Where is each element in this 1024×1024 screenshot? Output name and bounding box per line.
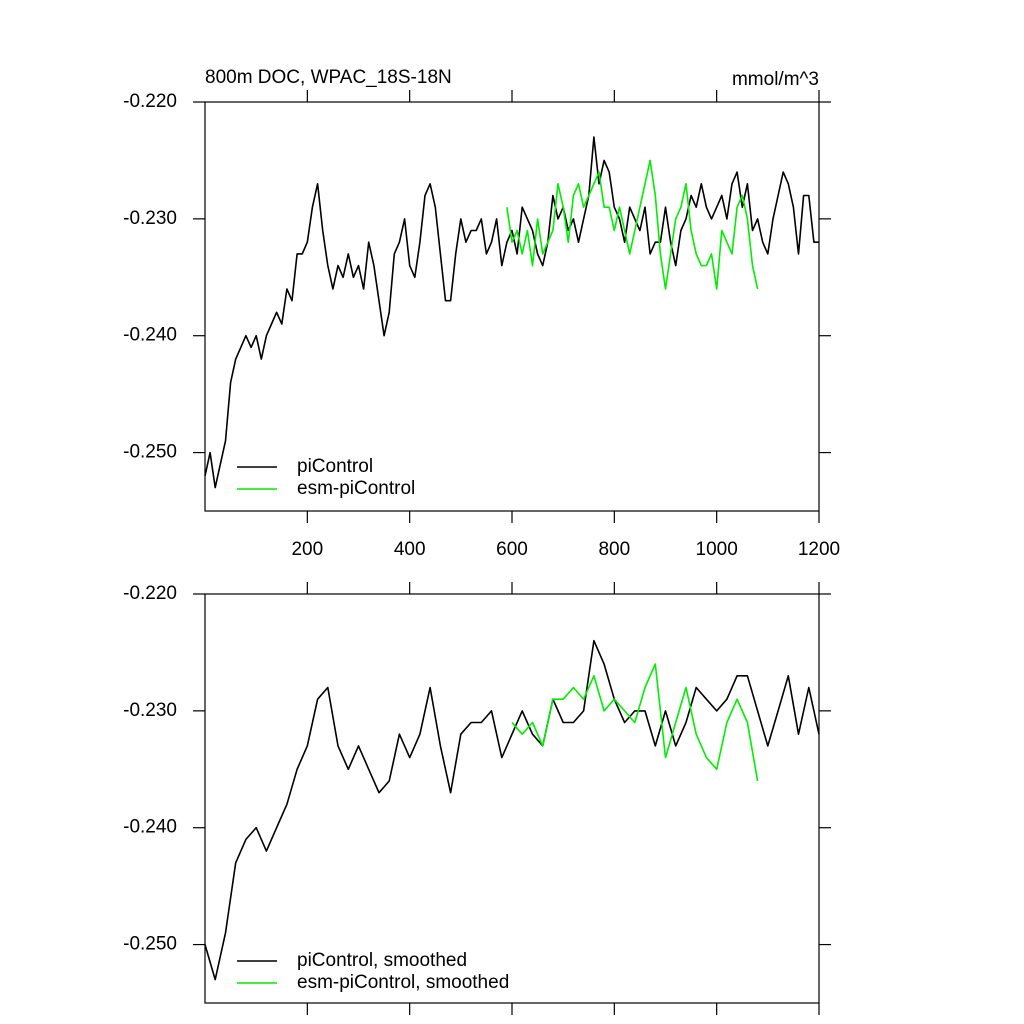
series-line [506, 159, 759, 290]
y-tick-label: -0.230 [123, 208, 177, 229]
legend-label: esm-piControl, smoothed [297, 972, 509, 993]
x-tick-label: 400 [394, 539, 426, 560]
plot-frame [204, 101, 820, 512]
y-tick-label: -0.220 [123, 91, 177, 112]
series-line [204, 136, 819, 489]
y-tick-label: -0.250 [123, 934, 177, 955]
plot-frame [204, 593, 820, 1004]
x-tick-label: 1000 [696, 539, 738, 560]
x-tick-label: 600 [496, 539, 528, 560]
legend-label: piControl, smoothed [297, 950, 467, 971]
y-tick-label: -0.240 [123, 817, 177, 838]
y-tick-label: -0.240 [123, 325, 177, 346]
legend-label: piControl [297, 456, 373, 477]
y-tick-label: -0.220 [123, 583, 177, 604]
x-tick-label: 200 [291, 539, 323, 560]
x-tick-label: 800 [598, 539, 630, 560]
units-label: mmol/m^3 [732, 69, 819, 90]
y-tick-label: -0.250 [123, 442, 177, 463]
y-tick-label: -0.230 [123, 700, 177, 721]
chart-title: 800m DOC, WPAC_18S-18N [205, 67, 452, 88]
series-line [511, 663, 759, 782]
x-tick-label: 1200 [798, 539, 840, 560]
legend-label: esm-piControl [297, 478, 415, 499]
series-line [204, 639, 820, 981]
